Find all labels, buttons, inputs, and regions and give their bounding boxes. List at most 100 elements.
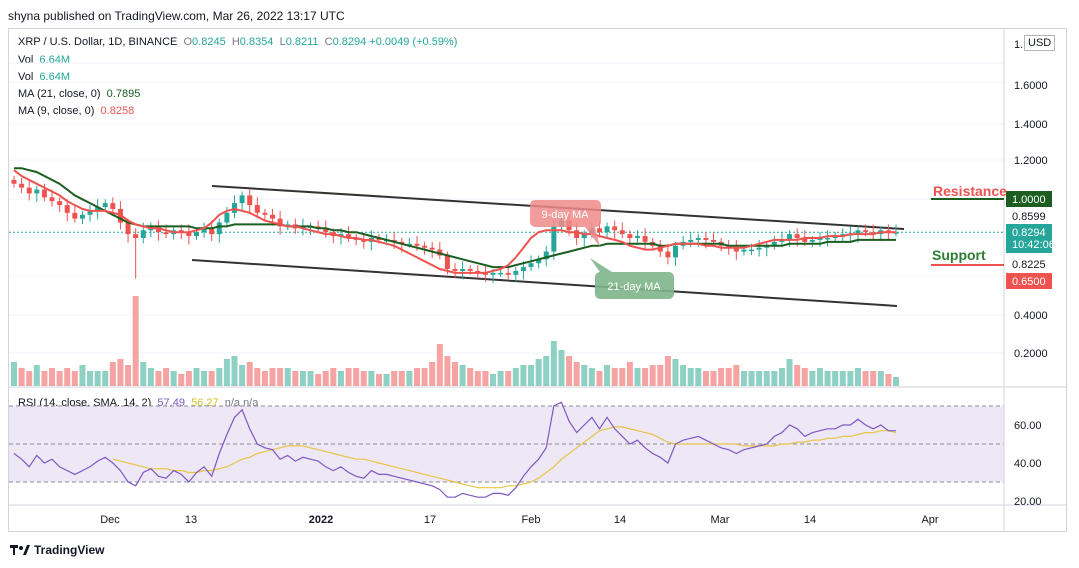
candle-body <box>216 222 222 235</box>
candle-body <box>201 228 207 233</box>
volume-bar <box>64 368 71 386</box>
resistance-badge: 1.0000 <box>1012 194 1046 206</box>
candle-body <box>72 212 78 219</box>
candle-body <box>627 234 633 238</box>
candle-body <box>863 230 869 233</box>
volume-bar <box>664 356 671 386</box>
ma21-legend[interactable]: MA (21, close, 0) 0.7895 <box>18 88 140 100</box>
volume-bar <box>223 359 230 386</box>
candle-body <box>11 179 17 184</box>
high-badge: 0.8599 <box>1012 211 1046 223</box>
volume-bar <box>292 371 299 386</box>
x-tick-label: 2022 <box>309 514 333 526</box>
candle-body <box>695 238 701 240</box>
volume-bar <box>687 368 694 386</box>
tradingview-logo[interactable]: TradingView <box>10 543 104 557</box>
x-tick-label: Dec <box>100 514 120 526</box>
currency-button[interactable]: USD <box>1024 35 1056 51</box>
candle-body <box>87 210 93 215</box>
current-price-badge-bg <box>1006 224 1052 240</box>
volume-bar <box>657 365 664 386</box>
volume-bar <box>163 368 170 386</box>
volume-bar <box>885 374 892 386</box>
lower-trendline <box>191 259 898 307</box>
tradingview-logo-icon <box>10 545 30 555</box>
volume-bar <box>573 362 580 386</box>
volume-bar <box>18 368 25 386</box>
vol-legend-2[interactable]: Vol 6.64M <box>18 71 70 83</box>
ma9-legend[interactable]: MA (9, close, 0) 0.8258 <box>18 105 134 117</box>
volume-bar <box>322 371 329 386</box>
y-tick-label: 1.2000 <box>1014 155 1048 167</box>
volume-bar <box>102 371 109 386</box>
volume-bar <box>604 365 611 386</box>
candle-body <box>612 226 618 231</box>
volume-bar <box>208 371 215 386</box>
volume-bar <box>254 368 261 386</box>
candle-body <box>779 239 785 242</box>
candle-body <box>513 270 519 275</box>
volume-bar <box>490 374 497 386</box>
candle-body <box>460 269 466 271</box>
ma9-callout-bg <box>530 200 601 227</box>
candle-body <box>520 267 526 271</box>
brand-name: TradingView <box>34 543 105 557</box>
candle-body <box>498 272 504 275</box>
x-tick-label: Apr <box>921 514 938 526</box>
ma21-callout-pointer <box>590 258 612 272</box>
candle-body <box>224 212 230 223</box>
high-badge-bg <box>1006 208 1052 224</box>
volume-bar <box>520 365 527 386</box>
x-tick-label: 14 <box>804 514 816 526</box>
volume-bar <box>155 371 162 386</box>
candle-body <box>604 226 610 233</box>
candle-body <box>619 230 625 235</box>
volume-bar <box>299 371 306 386</box>
volume-bar <box>733 365 740 386</box>
candle-body <box>422 245 428 248</box>
low-label: L <box>279 36 286 48</box>
ma9-line <box>13 169 896 274</box>
volume-bar <box>391 371 398 386</box>
rsi-sma-line <box>112 426 897 489</box>
volume-bar <box>170 371 177 386</box>
candle-body <box>802 238 808 242</box>
volume-bar <box>284 368 291 386</box>
volume-bar <box>467 368 474 386</box>
high-value: 0.8354 <box>239 36 274 48</box>
ma9-label: MA (9, close, 0) <box>18 105 95 117</box>
volume-bar <box>444 356 451 386</box>
volume-bar <box>566 356 573 386</box>
volume-bar <box>345 368 352 386</box>
x-tick-label: 17 <box>424 514 436 526</box>
candle-body <box>361 239 367 242</box>
volume-bar <box>315 374 322 386</box>
x-tick-label: Mar <box>711 514 730 526</box>
rsi-line <box>13 401 896 498</box>
volume-bar <box>459 365 466 386</box>
candle-body <box>163 232 169 235</box>
ma21-label: MA (21, close, 0) <box>18 88 101 100</box>
candle-body <box>346 234 352 238</box>
volume-bar <box>231 356 238 386</box>
close-label: C <box>324 36 333 48</box>
candle-body <box>733 247 739 252</box>
candle-body <box>809 239 815 242</box>
candle-body <box>34 189 40 194</box>
candle-body <box>574 230 580 238</box>
support-badge-bg <box>1006 273 1052 289</box>
change-value: +0.0049 (+0.59%) <box>369 36 458 48</box>
candle-body <box>688 239 694 242</box>
candle-body <box>41 189 47 198</box>
candle-body <box>102 203 108 207</box>
volume-bar <box>56 371 63 386</box>
volume-bar <box>809 371 816 386</box>
x-tick-label: 14 <box>614 514 626 526</box>
candle-body <box>414 243 420 246</box>
vol-value: 6.64M <box>39 71 70 83</box>
symbol-legend[interactable]: XRP / U.S. Dollar, 1D, BINANCE O0.8245 H… <box>18 36 457 48</box>
candle-body <box>749 249 755 252</box>
volume-bar <box>748 371 755 386</box>
volume-bar <box>649 365 656 386</box>
countdown-bg <box>1006 239 1052 253</box>
